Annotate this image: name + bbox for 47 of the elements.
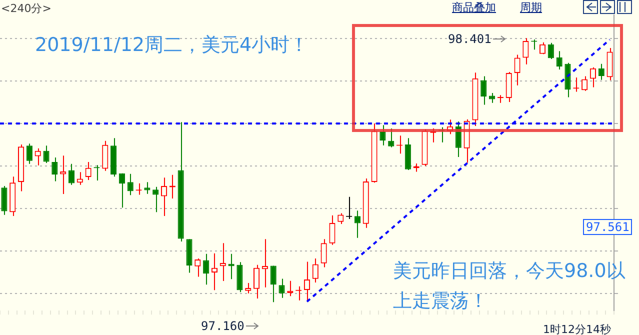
candlestick xyxy=(160,177,168,216)
annotation: <240分> xyxy=(1,1,52,16)
candlestick xyxy=(304,261,310,302)
candlestick xyxy=(548,42,554,60)
candlestick xyxy=(497,94,504,104)
text: 1时12分14秒 xyxy=(543,322,611,335)
candlestick xyxy=(388,128,394,148)
candlestick xyxy=(514,54,520,86)
candlestick xyxy=(506,71,512,102)
candlestick xyxy=(68,163,75,186)
candlestick xyxy=(52,156,58,182)
candlestick xyxy=(590,66,596,88)
candlestick xyxy=(598,63,604,80)
candlestick xyxy=(1,185,8,216)
candlestick xyxy=(582,76,588,92)
text: 2019/11/12周二，美元4小时！ xyxy=(35,33,309,58)
annotation: 97.561 xyxy=(583,219,632,235)
candlestick xyxy=(522,38,529,65)
annotation: 美元昨日回落，今天98.0以上走震荡！ xyxy=(393,259,626,314)
candlestick xyxy=(270,265,276,303)
candlestick xyxy=(236,262,243,293)
candlestick xyxy=(102,140,108,172)
candlestick xyxy=(26,143,32,164)
candlestick xyxy=(118,172,125,208)
candlestick xyxy=(320,238,327,268)
candlestick xyxy=(211,252,218,291)
candlestick xyxy=(329,214,336,246)
candlestick xyxy=(245,282,252,294)
candlestick xyxy=(254,264,260,299)
candlestick xyxy=(354,210,360,238)
candlestick xyxy=(43,145,50,164)
candlestick xyxy=(606,47,613,81)
candlestick xyxy=(278,278,285,298)
text: 周期 xyxy=(520,0,542,15)
candlestick xyxy=(480,76,487,106)
candlestick xyxy=(194,258,201,278)
candlestick xyxy=(564,62,571,98)
candlestick xyxy=(203,253,210,286)
candlestick xyxy=(312,258,318,284)
annotation: 98.401 xyxy=(448,32,492,46)
candlestick xyxy=(127,173,134,196)
candlestick xyxy=(76,172,83,186)
candlestick xyxy=(404,138,411,171)
text: 97.160 xyxy=(201,319,244,333)
candlestick xyxy=(152,186,159,213)
candlestick xyxy=(60,155,66,195)
text: 商品叠加 xyxy=(452,0,496,15)
